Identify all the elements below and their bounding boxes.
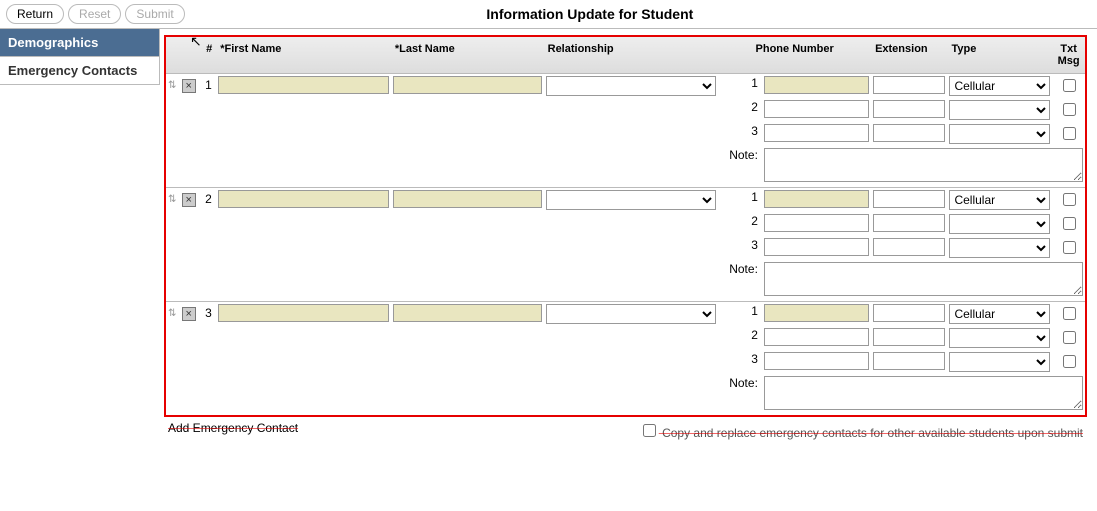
phone-input[interactable] [764, 328, 869, 346]
row-index: 1 [201, 78, 212, 92]
col-phone: Phone Number [718, 37, 871, 74]
ext-input[interactable] [873, 238, 945, 256]
txt-checkbox[interactable] [1063, 217, 1076, 230]
relationship-select[interactable] [546, 76, 717, 96]
contacts-panel: ↖ # *First Name *Last Name Relationship … [164, 35, 1087, 417]
ext-input[interactable] [873, 190, 945, 208]
txt-checkbox[interactable] [1063, 355, 1076, 368]
type-select[interactable] [949, 328, 1050, 348]
txt-checkbox[interactable] [1063, 241, 1076, 254]
txt-checkbox[interactable] [1063, 307, 1076, 320]
phone-row-num: 1 [718, 74, 762, 99]
phone-row-num: 1 [718, 188, 762, 213]
phone-input[interactable] [764, 100, 869, 118]
ext-input[interactable] [873, 76, 945, 94]
row-index: 2 [201, 192, 212, 206]
copy-contacts-checkbox[interactable] [643, 424, 656, 437]
txt-checkbox[interactable] [1063, 331, 1076, 344]
type-select[interactable]: Cellular [949, 190, 1050, 210]
first-name-input[interactable] [218, 190, 389, 208]
col-type: Type [947, 37, 1052, 74]
type-select[interactable] [949, 124, 1050, 144]
phone-input[interactable] [764, 124, 869, 142]
return-button[interactable]: Return [6, 4, 64, 24]
type-select[interactable]: Cellular [949, 76, 1050, 96]
type-select[interactable]: Cellular [949, 304, 1050, 324]
col-first: *First Name [216, 37, 391, 74]
last-name-input[interactable] [393, 76, 542, 94]
delete-button[interactable]: × [182, 193, 196, 207]
phone-row-num: 3 [718, 122, 762, 146]
last-name-input[interactable] [393, 190, 542, 208]
col-num: # [166, 37, 216, 74]
col-last: *Last Name [391, 37, 544, 74]
txt-checkbox[interactable] [1063, 193, 1076, 206]
note-textarea[interactable] [764, 262, 1083, 296]
reorder-icon[interactable]: ⇅ [168, 194, 176, 205]
ext-input[interactable] [873, 304, 945, 322]
contacts-table: # *First Name *Last Name Relationship Ph… [166, 37, 1085, 415]
col-ext: Extension [871, 37, 947, 74]
add-contact-link[interactable]: Add Emergency Contact [168, 421, 298, 440]
reorder-icon[interactable]: ⇅ [168, 308, 176, 319]
first-name-input[interactable] [218, 304, 389, 322]
sidebar-item-emergency-contacts[interactable]: Emergency Contacts [0, 56, 160, 85]
page-title: Information Update for Student [89, 6, 1091, 22]
phone-row-num: 3 [718, 236, 762, 260]
phone-row-num: 1 [718, 302, 762, 327]
txt-checkbox[interactable] [1063, 103, 1076, 116]
row-index: 3 [201, 306, 212, 320]
reorder-icon[interactable]: ⇅ [168, 80, 176, 91]
phone-input[interactable] [764, 238, 869, 256]
phone-input[interactable] [764, 352, 869, 370]
type-select[interactable] [949, 238, 1050, 258]
sidebar: Demographics Emergency Contacts [0, 29, 160, 452]
note-label: Note: [718, 260, 762, 302]
phone-input[interactable] [764, 76, 869, 94]
phone-row-num: 3 [718, 350, 762, 374]
note-label: Note: [718, 374, 762, 415]
txt-checkbox[interactable] [1063, 79, 1076, 92]
ext-input[interactable] [873, 124, 945, 142]
last-name-input[interactable] [393, 304, 542, 322]
phone-input[interactable] [764, 304, 869, 322]
sidebar-item-demographics[interactable]: Demographics [0, 29, 160, 56]
phone-row-num: 2 [718, 212, 762, 236]
phone-input[interactable] [764, 190, 869, 208]
relationship-select[interactable] [546, 304, 717, 324]
ext-input[interactable] [873, 352, 945, 370]
phone-row-num: 2 [718, 98, 762, 122]
col-rel: Relationship [544, 37, 719, 74]
ext-input[interactable] [873, 328, 945, 346]
delete-button[interactable]: × [182, 79, 196, 93]
type-select[interactable] [949, 352, 1050, 372]
first-name-input[interactable] [218, 76, 389, 94]
note-textarea[interactable] [764, 376, 1083, 410]
phone-row-num: 2 [718, 326, 762, 350]
delete-button[interactable]: × [182, 307, 196, 321]
type-select[interactable] [949, 100, 1050, 120]
txt-checkbox[interactable] [1063, 127, 1076, 140]
copy-contacts-label: Copy and replace emergency contacts for … [639, 421, 1083, 440]
phone-input[interactable] [764, 214, 869, 232]
ext-input[interactable] [873, 214, 945, 232]
type-select[interactable] [949, 214, 1050, 234]
relationship-select[interactable] [546, 190, 717, 210]
note-textarea[interactable] [764, 148, 1083, 182]
note-label: Note: [718, 146, 762, 188]
col-txt: Txt Msg [1052, 37, 1085, 74]
ext-input[interactable] [873, 100, 945, 118]
